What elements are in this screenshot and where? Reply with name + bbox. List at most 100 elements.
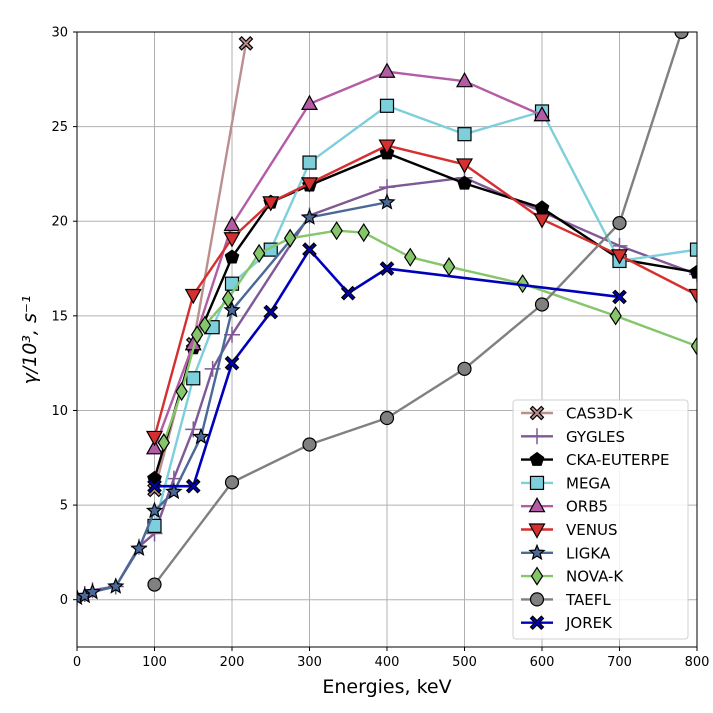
series-jorek	[147, 242, 627, 494]
series-ligka	[77, 193, 396, 606]
data-point-orb5	[378, 62, 396, 78]
legend-marker	[528, 523, 546, 539]
x-tick-label: 200	[220, 655, 245, 670]
data-point-nova-k	[198, 315, 212, 335]
legend-item-venus: VENUS	[521, 521, 617, 539]
data-point-venus	[300, 177, 319, 193]
x-tick-label: 0	[73, 655, 81, 670]
legend-item-jorek: JOREK	[521, 614, 613, 632]
y-tick-label: 0	[60, 593, 68, 608]
legend-label: GYGLES	[566, 428, 625, 446]
data-point-cas3d-k	[238, 36, 254, 51]
legend-marker	[529, 475, 545, 490]
legend-item-cka-euterpe: CKA-EUTERPE	[521, 451, 669, 469]
data-point-jorek	[340, 285, 356, 301]
data-point-venus	[184, 288, 202, 305]
data-point-orb5	[455, 71, 474, 88]
x-tick-label: 100	[142, 655, 167, 670]
legend: CAS3D-K GYGLES CKA-EUTERPE MEGA ORB5 VENUS LIG…	[512, 399, 689, 640]
data-point-jorek	[224, 355, 240, 371]
data-point-venus	[262, 196, 280, 212]
legend-item-gygles: GYGLES	[521, 428, 625, 446]
series-mega	[147, 98, 697, 533]
y-tick-label: 20	[51, 215, 68, 230]
data-point-mega	[302, 155, 317, 170]
legend-label: LIGKA	[566, 544, 611, 562]
data-point-nova-k	[283, 228, 297, 248]
data-point-ligka	[165, 482, 183, 500]
legend-label: ORB5	[566, 498, 608, 516]
data-point-nova-k	[516, 274, 529, 294]
x-tick-label: 600	[530, 655, 555, 670]
x-tick-label: 400	[375, 655, 400, 670]
x-tick-label: 800	[685, 655, 710, 670]
data-point-taefl	[147, 577, 162, 592]
y-tick-label: 25	[51, 120, 68, 135]
legend-item-taefl: TAEFL	[521, 591, 611, 609]
legend-marker	[529, 428, 545, 445]
data-point-taefl	[612, 216, 627, 231]
data-point-mega	[186, 371, 201, 386]
data-point-mega	[379, 98, 395, 113]
data-point-jorek	[185, 478, 201, 494]
legend-item-mega: MEGA	[521, 474, 611, 492]
data-point-nova-k	[330, 221, 343, 241]
data-point-nova-k	[404, 247, 417, 267]
legend-label: JOREK	[565, 614, 613, 632]
data-point-jorek	[263, 304, 279, 320]
data-point-nova-k	[157, 433, 171, 453]
data-point-nova-k	[357, 222, 370, 243]
legend-marker	[528, 543, 546, 561]
data-point-mega	[689, 242, 697, 257]
series-orb5	[145, 62, 551, 455]
series-line-taefl	[153, 32, 683, 586]
data-point-venus	[610, 249, 629, 265]
data-point-venus	[455, 158, 474, 174]
y-tick-label: 30	[51, 26, 68, 41]
y-tick-label: 5	[60, 499, 68, 514]
legend-item-orb5: ORB5	[521, 496, 608, 516]
data-point-taefl	[302, 437, 317, 452]
data-point-jorek	[302, 242, 317, 257]
data-point-venus	[533, 213, 551, 229]
data-point-jorek	[379, 261, 395, 276]
data-point-venus	[223, 232, 241, 248]
data-point-ligka	[145, 501, 164, 519]
data-point-ligka	[83, 583, 102, 600]
data-point-ligka	[107, 577, 125, 594]
y-axis-label: γ/10³, s⁻¹	[19, 295, 41, 384]
legend-item-ligka: LIGKA	[521, 543, 611, 562]
data-point-venus	[688, 288, 697, 305]
data-point-nova-k	[175, 381, 188, 402]
x-tick-label: 500	[452, 655, 477, 670]
data-point-ligka	[378, 193, 396, 210]
data-point-orb5	[533, 106, 551, 122]
series-venus	[145, 139, 697, 447]
series-layer	[77, 32, 697, 606]
data-point-cka-euterpe	[689, 264, 697, 279]
data-point-ligka	[130, 539, 148, 556]
data-point-nova-k	[190, 325, 204, 345]
data-point-taefl	[457, 361, 472, 376]
legend-marker	[529, 405, 545, 421]
y-tick-label: 10	[51, 404, 68, 419]
legend-item-nova-k: NOVA-K	[521, 566, 624, 586]
series-line-venus	[153, 144, 697, 438]
data-point-taefl	[534, 297, 550, 312]
legend-marker	[530, 566, 544, 586]
data-point-jorek	[612, 289, 627, 305]
legend-marker	[529, 451, 545, 466]
legend-marker	[529, 592, 545, 607]
data-point-ligka	[300, 208, 319, 225]
x-tick-label: 300	[297, 655, 322, 670]
series-line-cka-euterpe	[153, 151, 697, 479]
y-axis-ticks: 0 5 10 15 20 25 30	[51, 26, 77, 608]
data-point-orb5	[300, 94, 319, 111]
legend-label: CKA-EUTERPE	[566, 451, 669, 469]
legend-label: NOVA-K	[566, 568, 624, 586]
data-point-gygles	[379, 179, 395, 196]
legend-item-cas3d-k: CAS3D-K	[521, 405, 634, 423]
data-point-venus	[145, 430, 164, 447]
legend-label: MEGA	[566, 474, 611, 492]
